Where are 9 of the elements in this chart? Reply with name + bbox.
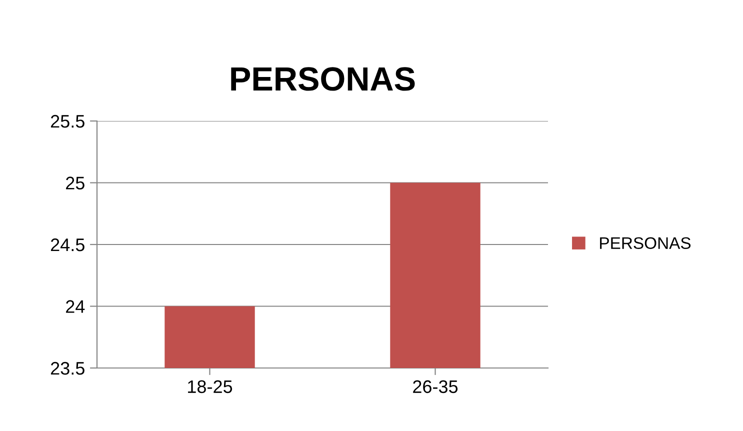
x-tick-label: 18-25 bbox=[188, 380, 232, 394]
y-tick-label: 25 bbox=[66, 176, 84, 190]
x-tick-label: 26-35 bbox=[413, 380, 458, 394]
y-tick-label: 25.5 bbox=[50, 114, 84, 128]
legend-label: PERSONAS bbox=[600, 237, 691, 250]
y-tick-label: 23.5 bbox=[50, 362, 84, 375]
y-tick-label: 24 bbox=[66, 300, 85, 313]
y-tick-label: 24.5 bbox=[50, 238, 84, 252]
chart-title: PERSONAS bbox=[231, 67, 415, 91]
